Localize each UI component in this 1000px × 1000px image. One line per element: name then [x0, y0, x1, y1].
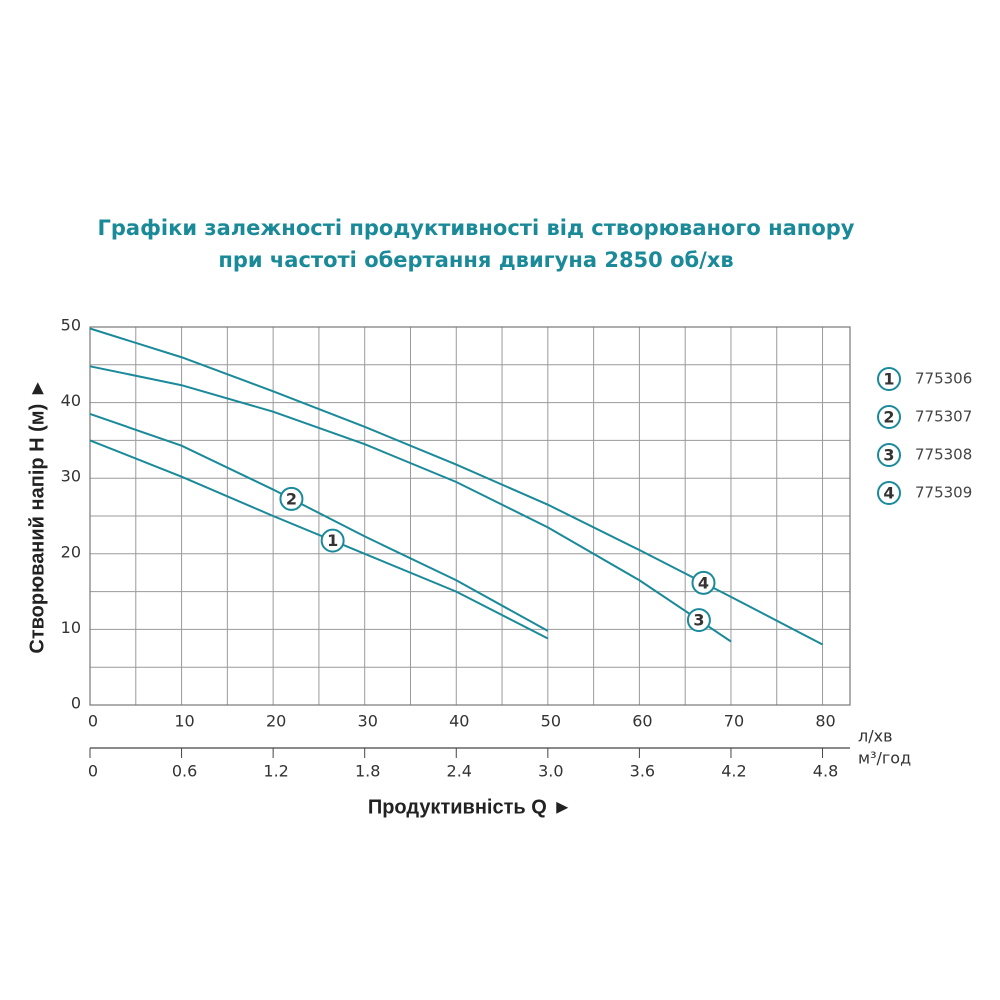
x2-tick-label: 1.8	[355, 762, 380, 781]
x-tick-label: 60	[632, 712, 652, 731]
y-tick-label: 50	[61, 316, 81, 335]
curve-badge	[320, 528, 345, 553]
curve-badge-label: 3	[693, 611, 704, 630]
y-tick-label: 40	[61, 391, 81, 410]
legend-badge	[877, 367, 901, 391]
legend-badge-label: 3	[883, 446, 894, 465]
x-tick-label: 30	[358, 712, 378, 731]
curve-badge	[686, 608, 711, 633]
x-tick-label: 40	[449, 712, 469, 731]
x-tick-label: 10	[174, 712, 194, 731]
legend-badge-label: 1	[883, 370, 894, 389]
x-tick-label: 70	[724, 712, 744, 731]
legend-label: 775309	[915, 484, 972, 502]
x-tick-label: 50	[541, 712, 561, 731]
line	[89, 439, 549, 640]
y-tick-label: 30	[61, 467, 81, 486]
x2-tick-label: 0	[88, 762, 98, 781]
curve-badge-label: 1	[327, 531, 338, 550]
chart-subtitle: при частоті обертання двигуна 2850 об/хв	[218, 248, 733, 272]
curve-badge-label: 4	[698, 573, 709, 592]
x2-tick-label: 4.8	[813, 762, 838, 781]
legend-label: 775307	[915, 408, 972, 426]
plot-frame	[89, 326, 851, 706]
x2-tick-label: 3.6	[630, 762, 655, 781]
curve-badge-label: 2	[286, 489, 297, 508]
x-tick-label: 80	[815, 712, 835, 731]
x-tick-label: 0	[88, 712, 98, 731]
legend-label: 775306	[915, 370, 972, 388]
chart-title: Графіки залежності продуктивності від ст…	[98, 216, 855, 240]
x2-tick-label: 4.2	[721, 762, 746, 781]
x-axis-title: Продуктивність Q ►	[368, 796, 572, 818]
legend-badge	[877, 481, 901, 505]
legend-badge	[877, 443, 901, 467]
y-tick-label: 20	[61, 542, 81, 561]
legend-label: 775308	[915, 446, 972, 464]
legend-badge-label: 2	[883, 408, 894, 427]
x-tick-label: 20	[266, 712, 286, 731]
curve-badge	[279, 486, 304, 511]
x2-tick-label: 0.6	[172, 762, 197, 781]
y-tick-label: 10	[61, 618, 81, 637]
x2-tick-label: 1.2	[263, 762, 288, 781]
x-unit: л/хв	[858, 727, 893, 746]
x2-tick-label: 2.4	[447, 762, 472, 781]
x2-unit: м³/год	[858, 749, 911, 768]
y-axis-title: Створюваний напір H (м) ►	[26, 378, 48, 653]
legend-badge	[877, 405, 901, 429]
line	[89, 412, 549, 632]
y-tick-label: 0	[71, 694, 81, 713]
legend-badge-label: 4	[883, 484, 894, 503]
curve-badge	[691, 570, 716, 595]
x2-tick-label: 3.0	[538, 762, 563, 781]
line	[89, 365, 732, 643]
